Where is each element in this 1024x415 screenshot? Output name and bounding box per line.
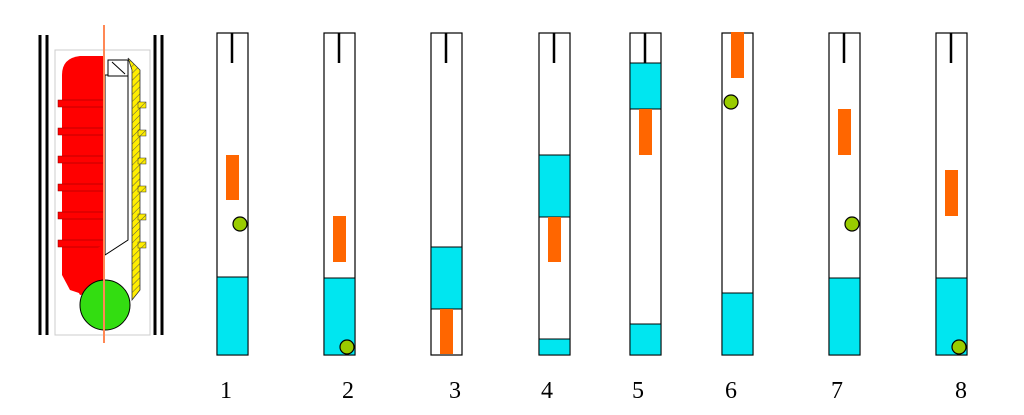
red-body <box>62 56 105 295</box>
orange-piston <box>226 155 239 200</box>
stage-label-7: 7 <box>831 378 843 404</box>
cyan-bottom <box>629 323 662 356</box>
cyan-block <box>828 277 861 356</box>
cyan-block <box>721 292 754 356</box>
tube-2 <box>323 32 356 356</box>
ball <box>232 216 248 232</box>
stage-label-6: 6 <box>725 378 737 404</box>
orange-piston <box>548 217 561 262</box>
stage-label-1: 1 <box>220 378 232 404</box>
stage-label-8: 8 <box>955 378 967 404</box>
cyan-bottom <box>538 338 571 356</box>
tube-1 <box>216 32 249 356</box>
stage-label-5: 5 <box>632 378 644 404</box>
orange-piston <box>838 109 851 155</box>
orange-piston <box>945 170 958 216</box>
tube-8 <box>935 32 968 356</box>
device-cross-section <box>38 25 164 343</box>
ball <box>951 339 967 355</box>
cyan-block <box>629 62 662 110</box>
ball <box>339 339 355 355</box>
tube-3 <box>430 32 463 356</box>
tube-7 <box>828 32 861 356</box>
cyan-block <box>216 276 249 356</box>
orange-piston <box>333 216 346 262</box>
stage-label-2: 2 <box>342 378 354 404</box>
tube-6 <box>721 32 754 356</box>
stage-label-3: 3 <box>449 378 461 404</box>
stage-label-4: 4 <box>541 378 553 404</box>
orange-piston <box>639 109 652 155</box>
yellow-housing <box>127 57 141 302</box>
tube-4 <box>538 32 571 356</box>
cyan-block <box>538 154 571 218</box>
ball <box>844 216 860 232</box>
orange-piston <box>731 32 744 78</box>
orange-piston <box>440 309 453 354</box>
tube-5 <box>629 32 662 356</box>
cyan-block <box>430 246 463 310</box>
ball <box>723 94 739 110</box>
tube-stages <box>216 32 968 356</box>
